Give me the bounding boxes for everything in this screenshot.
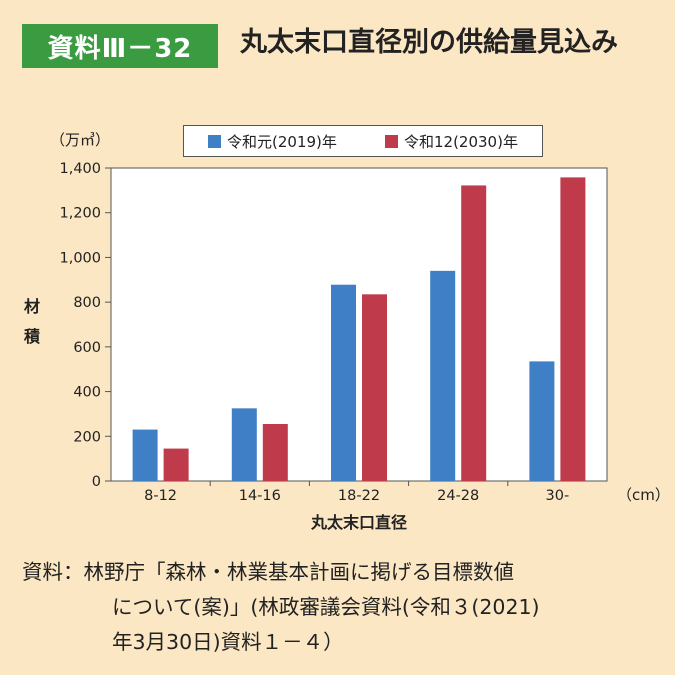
bar-2019	[331, 284, 356, 481]
y-tick-label: 400	[73, 385, 101, 401]
bar-2030	[163, 448, 189, 481]
x-tick-label: 18-22	[338, 488, 380, 504]
y-axis-label-char: 材	[24, 297, 40, 316]
source-note: 資料：林野庁「森林・林業基本計画に掲げる目標数値 について(案)」(林政審議会資…	[22, 555, 662, 660]
x-axis-label: 丸太末口直径	[310, 513, 407, 532]
chart-legend: 令和元(2019)年 令和12(2030)年	[183, 125, 543, 157]
y-tick-label: 0	[92, 474, 101, 490]
y-tick-label: 600	[73, 340, 101, 356]
y-tick-label: 1,400	[59, 161, 101, 177]
x-axis-unit: （cm）	[617, 486, 670, 504]
x-tick-label: 24-28	[437, 488, 479, 504]
legend-label-2030: 令和12(2030)年	[403, 132, 518, 151]
legend-item-2030: 令和12(2030)年	[384, 131, 518, 152]
x-axis-ticks: 8-12 14-16 18-22 24-28 30-	[144, 481, 569, 504]
bar-2030	[461, 185, 487, 481]
legend-label-2019: 令和元(2019)年	[227, 132, 337, 151]
bars	[132, 177, 586, 481]
y-axis-label-group: 材積	[23, 297, 41, 346]
y-axis-ticks: 0 200 400 600 800 1,000 1,200 1,400	[59, 161, 111, 490]
source-line-2: について(案)」(林政審議会資料(令和３(2021)	[112, 595, 540, 619]
legend-item-2019: 令和元(2019)年	[208, 131, 337, 152]
y-tick-label: 800	[73, 295, 101, 311]
x-tick-label: 30-	[546, 488, 570, 504]
source-line-1: 林野庁「森林・林業基本計画に掲げる目標数値	[83, 560, 515, 584]
bar-2030	[560, 177, 586, 481]
y-tick-label: 200	[73, 429, 101, 445]
y-axis-label-char: 積	[23, 327, 41, 346]
legend-swatch-2019	[208, 134, 222, 148]
bar-2019	[132, 429, 158, 481]
plot-area	[110, 167, 608, 482]
y-axis-unit: （万㎥）	[50, 131, 110, 149]
source-line-3: 年3月30日)資料１－４）	[112, 630, 344, 654]
y-tick-label: 1,200	[59, 206, 101, 222]
bar-2030	[362, 294, 387, 481]
figure-number-badge: 資料Ⅲ－32	[22, 24, 218, 68]
bar-2019	[529, 361, 555, 481]
chart-title: 丸太末口直径別の供給量見込み	[240, 27, 618, 58]
bar-2019	[231, 408, 257, 481]
source-label: 資料：	[22, 560, 84, 584]
bar-2030	[262, 423, 288, 481]
bar-2019	[430, 270, 456, 481]
x-tick-label: 14-16	[239, 488, 281, 504]
legend-swatch-2030	[384, 134, 398, 148]
y-tick-label: 1,000	[59, 250, 101, 266]
x-tick-label: 8-12	[144, 488, 177, 504]
